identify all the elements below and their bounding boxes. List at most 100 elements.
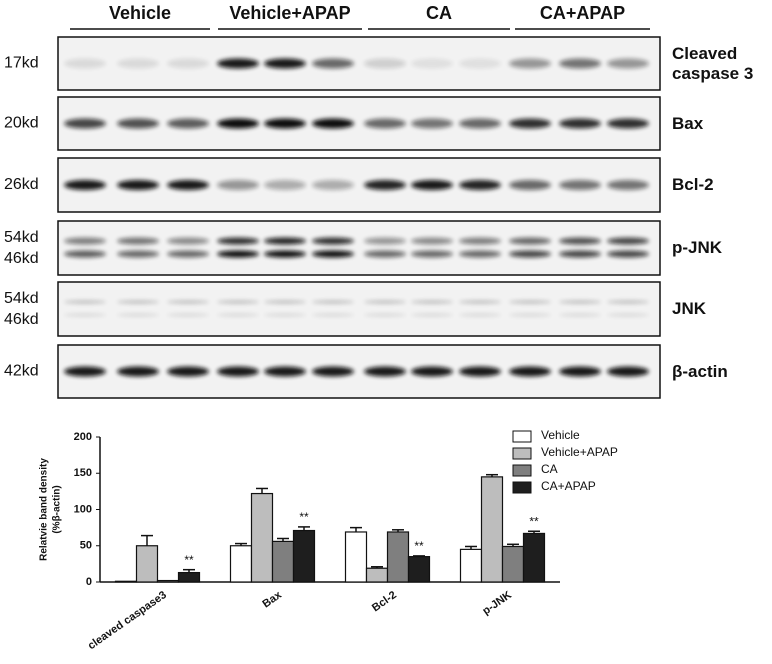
blot-band <box>64 118 106 129</box>
blot-band <box>64 366 106 377</box>
blot-band <box>217 313 259 317</box>
bar <box>344 531 368 583</box>
legend-swatch <box>512 464 532 477</box>
blot-band <box>559 237 601 245</box>
blot-band <box>217 366 259 377</box>
blot-band <box>459 58 501 69</box>
protein-label: β-actin <box>672 361 728 381</box>
blot-band <box>607 180 649 190</box>
blot-band <box>264 250 306 258</box>
blot-band <box>509 300 551 304</box>
x-tick-label: cleaved caspase3 <box>86 589 169 652</box>
blot-band <box>459 313 501 317</box>
significance-label: ** <box>299 510 309 524</box>
significance-label: ** <box>414 539 424 553</box>
blot-band <box>312 250 354 258</box>
significance-label: ** <box>184 553 194 567</box>
blot-band <box>559 366 601 377</box>
blot-band <box>264 366 306 377</box>
blot-band <box>217 118 259 129</box>
y-tick-label: 150 <box>74 467 92 479</box>
blot-band <box>264 58 306 69</box>
blot-band <box>411 237 453 245</box>
y-axis-label: Relatvie band density <box>39 458 50 561</box>
blot-band <box>64 313 106 317</box>
size-label: 54kd <box>4 290 39 307</box>
blot-band <box>509 58 551 69</box>
bar <box>229 545 253 583</box>
group-label: Vehicle+APAP <box>229 3 350 23</box>
y-tick-label: 50 <box>80 540 92 552</box>
blot-band <box>509 180 551 190</box>
blot-band <box>559 58 601 69</box>
blot-band <box>117 313 159 317</box>
blot-band <box>509 237 551 245</box>
group-label: CA <box>426 3 452 23</box>
bar <box>156 579 180 583</box>
blot-band <box>559 300 601 304</box>
blot-panel <box>57 281 661 337</box>
bar <box>522 532 546 583</box>
size-label: 26kd <box>4 176 39 193</box>
blot-band <box>64 180 106 190</box>
x-tick-label: Bcl-2 <box>370 589 399 614</box>
bar <box>135 545 159 583</box>
blot-band <box>459 237 501 245</box>
blot-band <box>167 313 209 317</box>
bar <box>501 545 525 583</box>
blot-band <box>217 250 259 258</box>
blot-band <box>411 118 453 129</box>
bar <box>292 529 316 583</box>
blot-band <box>167 118 209 129</box>
size-label: 20kd <box>4 115 39 132</box>
blot-band <box>217 300 259 304</box>
blot-band <box>411 300 453 304</box>
blot-band <box>364 313 406 317</box>
blot-band <box>312 300 354 304</box>
blot-band <box>217 58 259 69</box>
blot-band <box>312 58 354 69</box>
blot-band <box>264 313 306 317</box>
blot-band <box>167 180 209 190</box>
legend-label: Vehicle+APAP <box>541 445 618 459</box>
blot-band <box>509 250 551 258</box>
protein-label: p-JNK <box>672 238 723 257</box>
blot-band <box>559 250 601 258</box>
blot-band <box>509 313 551 317</box>
blot-band <box>364 58 406 69</box>
y-axis-label: (%β-actin) <box>52 485 63 533</box>
legend-label: Vehicle <box>541 428 580 442</box>
blot-band <box>459 180 501 190</box>
blot-band <box>312 118 354 129</box>
bar <box>480 476 504 583</box>
protein-label: Cleaved caspase 3 <box>672 43 754 83</box>
bar <box>250 492 274 583</box>
blot-band <box>312 313 354 317</box>
group-label: CA+APAP <box>540 3 625 23</box>
blot-band <box>364 237 406 245</box>
blot-band <box>559 118 601 129</box>
blot-band <box>411 366 453 377</box>
blot-band <box>459 118 501 129</box>
blot-band <box>364 250 406 258</box>
blot-band <box>411 250 453 258</box>
x-tick-label: p-JNK <box>480 589 513 617</box>
blot-panel <box>57 220 661 276</box>
blot-band <box>117 300 159 304</box>
blot-band <box>559 313 601 317</box>
y-tick-label: 200 <box>74 431 92 443</box>
blot-band <box>607 237 649 245</box>
bar <box>407 556 431 583</box>
blot-band <box>117 237 159 245</box>
legend-swatch <box>512 430 532 443</box>
legend-label: CA+APAP <box>541 479 596 493</box>
blot-band <box>264 118 306 129</box>
blot-band <box>459 366 501 377</box>
blot-band <box>64 300 106 304</box>
blot-band <box>607 313 649 317</box>
blot-band <box>167 366 209 377</box>
blot-band <box>264 180 306 190</box>
blot-band <box>167 237 209 245</box>
